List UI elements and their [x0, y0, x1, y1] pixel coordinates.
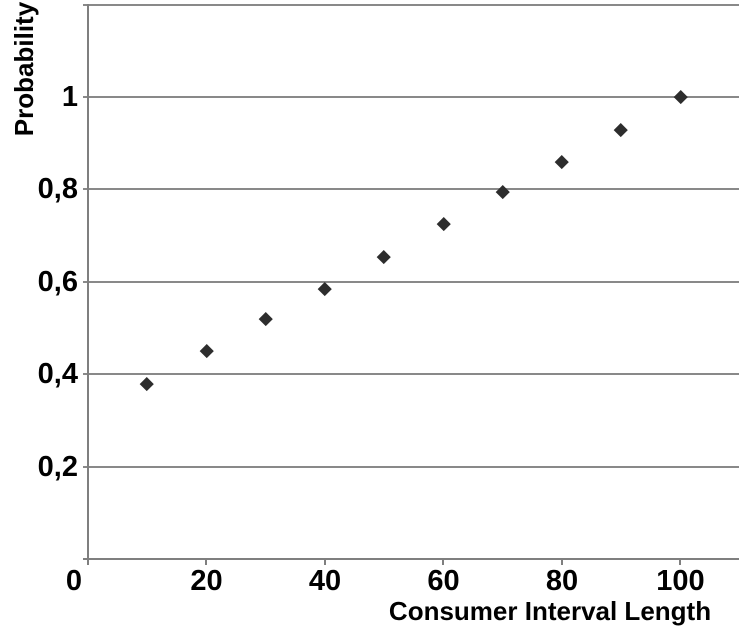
- y-gridline: [83, 465, 739, 468]
- x-axis-tick: [442, 560, 445, 565]
- y-tick-label: 0,4: [37, 358, 78, 391]
- x-axis-title: Consumer Interval Length: [388, 596, 712, 626]
- data-point-marker: [259, 312, 273, 326]
- data-point-marker: [495, 184, 510, 199]
- x-axis-tick: [560, 560, 563, 565]
- data-point-marker: [436, 217, 451, 231]
- y-axis-title: Probability: [9, 1, 39, 137]
- y-axis-line: [86, 4, 89, 564]
- x-tick-label: 60: [427, 565, 460, 597]
- y-gridline: [83, 280, 739, 283]
- y-tick-label: 0,2: [37, 450, 78, 483]
- x-tick-label: 40: [308, 565, 342, 597]
- y-gridline: [83, 188, 739, 191]
- y-gridline: [83, 96, 739, 98]
- data-point-marker: [614, 122, 628, 137]
- y-tick-label: 1: [61, 81, 78, 113]
- x-tick-label: 100: [656, 565, 705, 597]
- y-tick-label: 0,6: [37, 265, 78, 298]
- x-axis-tick: [323, 560, 326, 565]
- x-tick-label: 0: [65, 565, 83, 597]
- data-point-marker: [377, 249, 391, 264]
- y-gridline: [83, 373, 739, 376]
- x-tick-label: 20: [190, 565, 223, 597]
- data-point-marker: [199, 344, 214, 358]
- x-axis-tick: [679, 560, 682, 565]
- data-point-marker: [140, 376, 154, 391]
- y-gridline: [83, 3, 739, 6]
- data-point-marker: [555, 154, 569, 169]
- data-point-marker: [318, 282, 332, 296]
- x-axis-tick: [205, 560, 208, 565]
- x-axis-line: [83, 558, 739, 560]
- x-tick-label: 80: [545, 565, 579, 597]
- y-tick-label: 0,8: [37, 173, 78, 206]
- data-point-marker: [673, 90, 688, 104]
- x-axis-tick: [87, 560, 89, 565]
